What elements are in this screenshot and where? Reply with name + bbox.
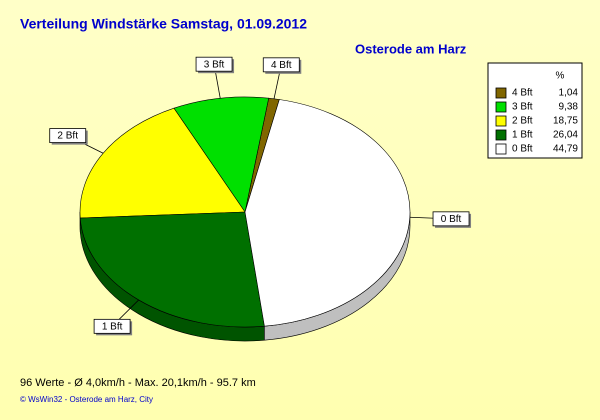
slice-label: 1 Bft <box>102 321 123 332</box>
label-box <box>49 128 87 143</box>
slice-label: 4 Bft <box>271 60 292 71</box>
legend-swatch <box>495 87 507 99</box>
label-box <box>262 57 300 73</box>
legend-swatch <box>495 143 507 155</box>
label-box <box>93 318 131 334</box>
chart-title: Verteilung Windstärke Samstag, 01.09.201… <box>20 16 307 32</box>
slice <box>79 107 246 219</box>
legend-header: % <box>556 71 565 82</box>
chart-subtitle: Osterode am Harz <box>355 41 467 56</box>
legend-label: 1 Bft <box>512 130 533 141</box>
legend-value: 26,04 <box>553 130 578 141</box>
legend-swatch <box>495 129 507 141</box>
slice <box>244 99 411 327</box>
slice-label: 0 Bft <box>441 214 462 225</box>
label-box <box>195 56 233 72</box>
slice-label: 2 Bft <box>57 131 78 142</box>
legend-label: 3 Bft <box>512 102 533 113</box>
footer: 96 Werte - Ø 4,0km/h - Max. 20,1km/h - 9… <box>20 377 256 389</box>
legend-swatch <box>495 101 507 113</box>
legend-label: 0 Bft <box>512 144 533 155</box>
legend-value: 9,38 <box>559 102 579 113</box>
label-box <box>432 211 470 227</box>
slice-label: 3 Bft <box>204 59 225 70</box>
legend-value: 44,79 <box>553 144 578 155</box>
legend-swatch <box>495 115 507 127</box>
legend-value: 1,04 <box>559 88 579 99</box>
legend-label: 2 Bft <box>512 116 533 127</box>
legend-label: 4 Bft <box>512 88 533 99</box>
credit: © WsWin32 - Osterode am Harz, City <box>20 395 153 404</box>
legend-value: 18,75 <box>553 116 578 127</box>
slice <box>79 211 265 328</box>
